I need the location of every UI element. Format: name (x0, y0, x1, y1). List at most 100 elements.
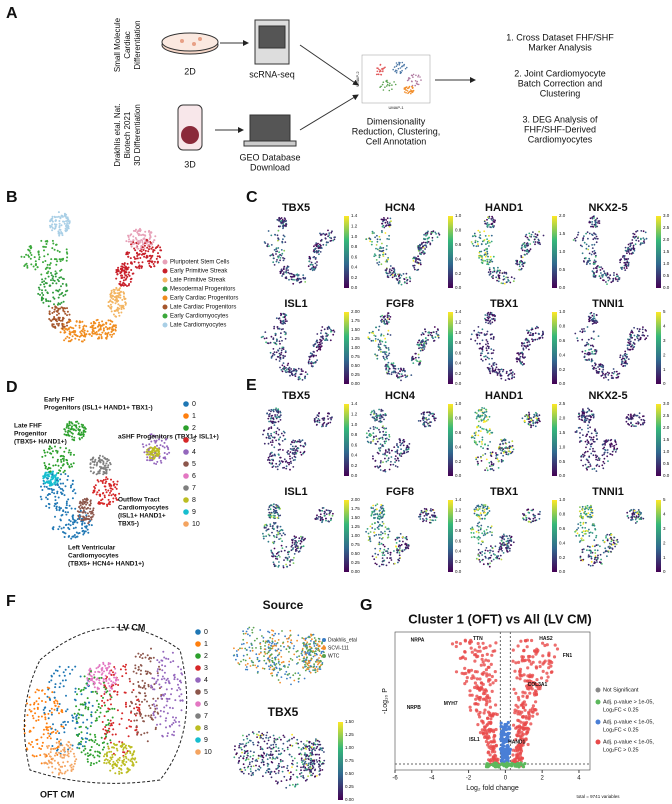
cell-dot (430, 508, 432, 510)
cell-dot (626, 252, 628, 254)
cell-dot (634, 335, 636, 337)
cell-dot (630, 341, 632, 343)
cell-dot (389, 85, 391, 87)
cell-dot (62, 307, 64, 309)
cell-dot (110, 331, 112, 333)
cell-dot (380, 421, 382, 423)
cell-dot (269, 413, 271, 415)
cell-dot (288, 266, 290, 268)
cell-dot (397, 453, 399, 455)
cell-dot (596, 226, 598, 228)
cell-dot (279, 328, 281, 330)
cell-dot (318, 412, 320, 414)
colorbar-tick-label: 0.0 (351, 285, 358, 290)
cell-dot (51, 307, 53, 309)
cell-dot (157, 252, 159, 254)
cell-dot (397, 377, 399, 379)
cell-dot (282, 227, 284, 229)
cell-dot (43, 283, 45, 285)
cell-dot (370, 414, 372, 416)
cell-dot (528, 412, 530, 414)
cell-dot (327, 418, 329, 420)
cell-dot (626, 267, 628, 269)
cell-dot (592, 270, 594, 272)
cell-dot (378, 264, 380, 266)
cell-dot (267, 418, 269, 420)
cell-dot (595, 368, 597, 370)
cell-dot (537, 339, 539, 341)
cell-dot (479, 234, 481, 236)
cell-dot (643, 240, 645, 242)
cell-dot (119, 305, 121, 307)
cell-dot (111, 321, 113, 323)
cell-dot (263, 538, 265, 540)
label: Marker Analysis (528, 42, 592, 52)
cell-dot (396, 65, 398, 67)
cell-dot (52, 326, 54, 328)
cell-dot (584, 242, 586, 244)
cell-dot (105, 337, 107, 339)
cell-dot (426, 515, 428, 517)
cell-dot (276, 338, 278, 340)
cell-dot (60, 285, 62, 287)
cell-dot (92, 325, 94, 327)
cell-dot (529, 250, 531, 252)
cell-dot (614, 371, 616, 373)
cell-dot (534, 243, 536, 245)
cell-dot (586, 444, 588, 446)
cell-dot (404, 374, 406, 376)
cell-dot (324, 328, 326, 330)
cell-dot (479, 559, 481, 561)
cell-dot (380, 409, 382, 411)
cell-dot (68, 321, 70, 323)
cell-dot (381, 552, 383, 554)
cell-dot (101, 325, 103, 327)
cell-dot (506, 453, 508, 455)
cell-dot (506, 541, 508, 543)
cell-dot (437, 328, 439, 330)
cell-dot (584, 452, 586, 454)
cell-dot (41, 278, 43, 280)
cell-dot (479, 561, 481, 563)
cell-dot (593, 217, 595, 219)
cell-dot (624, 255, 626, 257)
cell-dot (383, 434, 385, 436)
cell-dot (394, 66, 396, 68)
cell-dot (390, 316, 392, 318)
cell-dot (371, 332, 373, 334)
cell-dot (609, 274, 611, 276)
cell-dot (528, 421, 530, 423)
cell-dot (594, 250, 596, 252)
cell-dot (43, 280, 45, 282)
cell-dot (385, 526, 387, 528)
cell-dot (406, 446, 408, 448)
colorbar (656, 312, 661, 384)
cell-dot (327, 235, 329, 237)
cell-dot (506, 372, 508, 374)
cell-dot (419, 516, 421, 518)
cell-dot (282, 238, 284, 240)
cell-dot (46, 272, 48, 274)
cell-dot (119, 283, 121, 285)
cell-dot (383, 252, 385, 254)
cell-dot (263, 536, 265, 538)
cell-dot (374, 532, 376, 534)
cell-dot (268, 541, 270, 543)
cell-dot (388, 457, 390, 459)
cell-dot (581, 339, 583, 341)
cell-dot (420, 79, 422, 81)
cell-dot (272, 255, 274, 257)
cell-dot (85, 325, 87, 327)
cell-dot (388, 362, 390, 364)
cell-dot (128, 267, 130, 269)
cell-dot (48, 305, 50, 307)
cell-dot (384, 469, 386, 471)
cell-dot (288, 453, 290, 455)
cell-dot (484, 416, 486, 418)
cell-dot (268, 342, 270, 344)
cell-dot (390, 554, 392, 556)
cell-dot (392, 366, 394, 368)
cell-dot (48, 276, 50, 278)
cell-dot (380, 349, 382, 351)
cell-dot (330, 232, 332, 234)
